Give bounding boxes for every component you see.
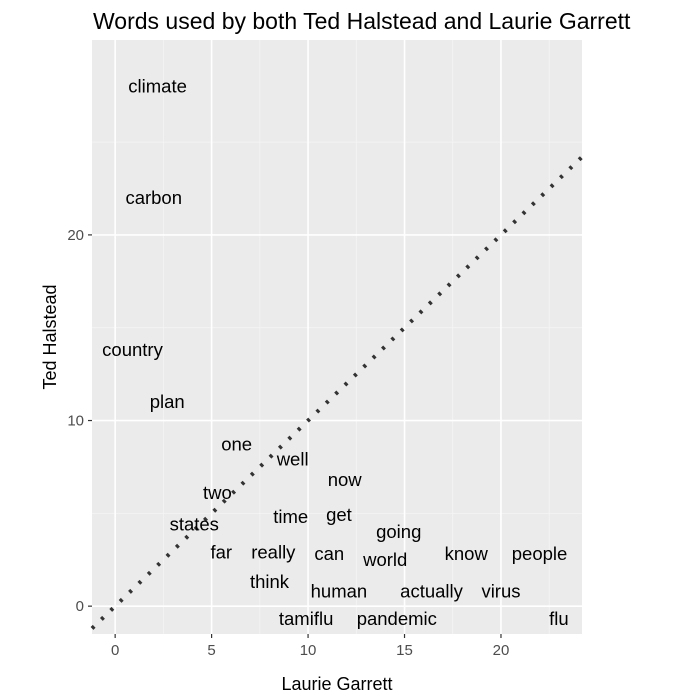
y-tick-label: 20 xyxy=(67,227,84,244)
x-tick-label: 20 xyxy=(493,642,510,659)
chart-title: Words used by both Ted Halstead and Laur… xyxy=(93,8,631,34)
word-label: actually xyxy=(400,580,463,601)
word-label: pandemic xyxy=(357,608,437,629)
word-label: country xyxy=(102,339,163,360)
word-label: now xyxy=(328,469,363,490)
word-label: one xyxy=(221,434,252,455)
reference-line xyxy=(90,155,584,630)
word-label: think xyxy=(250,571,290,592)
word-label: two xyxy=(203,482,232,503)
x-tick-label: 10 xyxy=(300,642,317,659)
word-label: can xyxy=(314,543,344,564)
x-tick-label: 0 xyxy=(111,642,119,659)
x-axis-title: Laurie Garrett xyxy=(281,674,392,694)
word-label: plan xyxy=(150,391,185,412)
word-label: states xyxy=(170,513,219,534)
x-tick-label: 15 xyxy=(396,642,413,659)
word-label: climate xyxy=(128,75,187,96)
y-tick-label: 0 xyxy=(76,598,84,615)
word-label: know xyxy=(445,543,489,564)
word-label: well xyxy=(276,449,309,470)
word-label: carbon xyxy=(125,187,182,208)
y-axis-title: Ted Halstead xyxy=(40,284,60,389)
word-label: virus xyxy=(481,580,520,601)
y-tick-label: 10 xyxy=(67,413,84,430)
word-label: tamiflu xyxy=(279,608,334,629)
word-label: world xyxy=(362,549,407,570)
word-label: far xyxy=(210,541,232,562)
x-tick-label: 5 xyxy=(207,642,215,659)
word-label: flu xyxy=(549,608,569,629)
axis-ticks: 0 5 10 15 20 0 10 20 xyxy=(67,227,509,659)
major-grid xyxy=(92,40,582,634)
identity-line xyxy=(90,155,584,630)
word-label: human xyxy=(311,580,368,601)
word-label: people xyxy=(512,543,568,564)
word-label: really xyxy=(251,541,296,562)
word-label: going xyxy=(376,521,421,542)
word-label: get xyxy=(326,504,352,525)
word-label: time xyxy=(273,506,308,527)
